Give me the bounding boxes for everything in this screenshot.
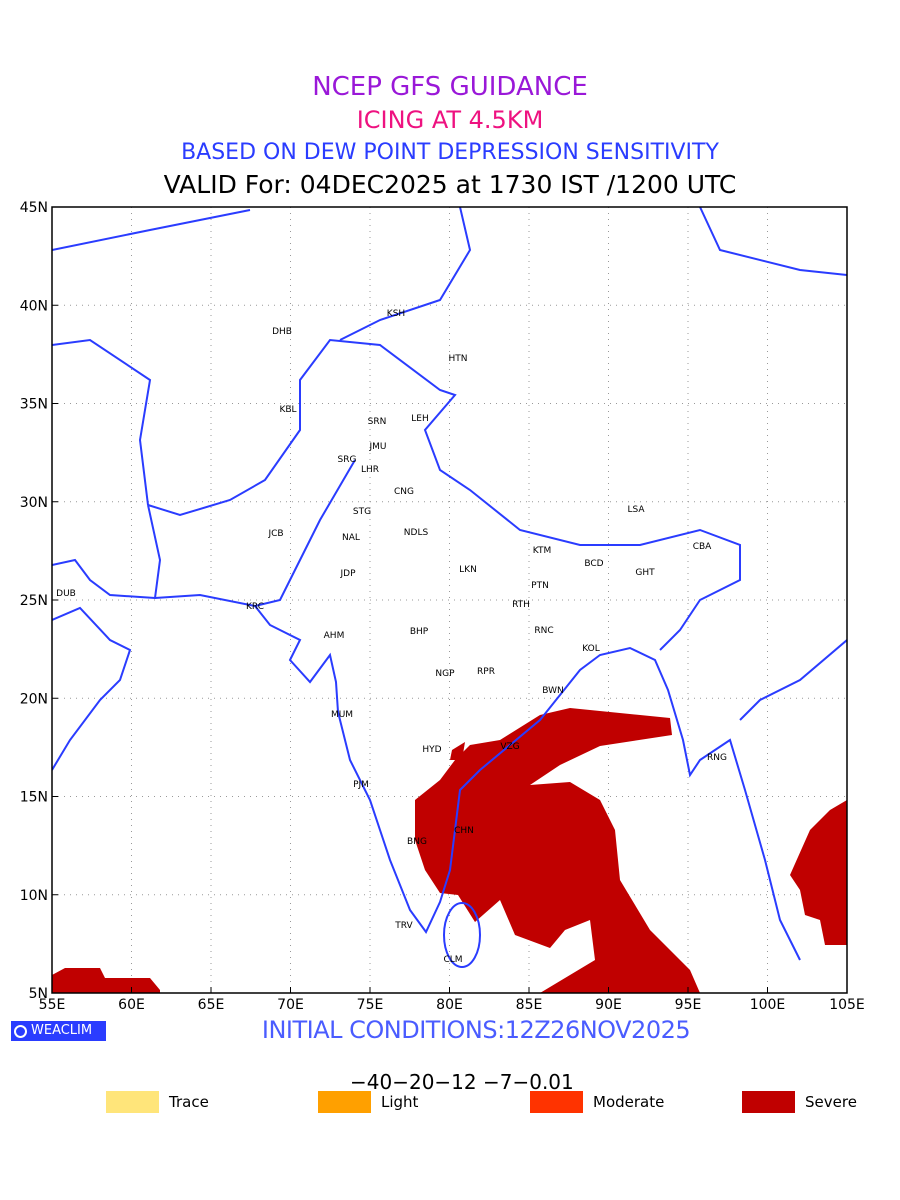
- lat-tick-label: 5N: [29, 986, 48, 1002]
- legend-swatch: [742, 1091, 795, 1113]
- station-label-kbl: KBL: [279, 405, 296, 415]
- station-label-hyd: HYD: [422, 745, 441, 755]
- lat-tick-label: 10N: [20, 888, 48, 904]
- lat-tick-label: 25N: [20, 593, 48, 609]
- logo-icon: [14, 1024, 27, 1038]
- lon-tick-label: 90E: [595, 997, 622, 1010]
- severe-icing-sw-strip: [52, 968, 160, 993]
- station-label-nal: NAL: [342, 533, 360, 543]
- station-label-bng: BNG: [407, 837, 427, 847]
- severe-icing-east: [790, 800, 847, 945]
- station-label-krc: KRC: [246, 602, 264, 612]
- station-label-ndls: NDLS: [404, 528, 429, 538]
- lon-tick-label: 60E: [118, 997, 145, 1010]
- initial-conditions: INITIAL CONDITIONS:12Z26NOV2025: [261, 1016, 691, 1044]
- colorbar-labels: −40−20−12 −7−0.01: [350, 1070, 574, 1094]
- station-label-chn: CHN: [454, 826, 474, 836]
- logo-text: WEACLIM: [31, 1023, 93, 1038]
- chart-subtitle: ICING AT 4.5KM: [356, 106, 544, 134]
- legend-label: Moderate: [593, 1093, 665, 1111]
- lon-tick-label: 105E: [829, 997, 865, 1010]
- weaclim-logo: WEACLIM: [11, 1021, 106, 1041]
- station-label-lsa: LSA: [627, 505, 645, 515]
- station-label-ktm: KTM: [533, 546, 551, 556]
- station-label-jcb: JCB: [267, 529, 283, 539]
- lon-tick-label: 70E: [277, 997, 304, 1010]
- station-label-cba: CBA: [693, 542, 712, 552]
- station-label-htn: HTN: [449, 354, 468, 364]
- station-label-bwn: BWN: [542, 686, 564, 696]
- station-label-ahm: AHM: [324, 631, 345, 641]
- station-label-srn: SRN: [368, 417, 387, 427]
- station-label-lhr: LHR: [361, 465, 379, 475]
- station-label-ngp: NGP: [435, 669, 455, 679]
- lon-tick-label: 95E: [675, 997, 702, 1010]
- lon-tick-label: 100E: [750, 997, 786, 1010]
- station-label-jdp: JDP: [339, 569, 356, 579]
- station-label-rnc: RNC: [534, 626, 553, 636]
- station-label-mum: MUM: [331, 710, 353, 720]
- lon-tick-label: 85E: [516, 997, 543, 1010]
- lon-tick-label: 65E: [198, 997, 225, 1010]
- station-label-bcd: BCD: [584, 559, 603, 569]
- legend-label: Trace: [169, 1093, 209, 1111]
- station-label-bhp: BHP: [410, 627, 429, 637]
- icing-map: 55E 60E 65E 70E 75E 80E 85E 90E 95E 100E 105E 45N 40…: [20, 200, 865, 1010]
- station-label-dhb: DHB: [272, 327, 292, 337]
- station-label-jmu: JMU: [368, 442, 386, 452]
- station-label-srg: SRG: [338, 455, 357, 465]
- lat-tick-label: 30N: [20, 495, 48, 511]
- station-label-lkn: LKN: [459, 565, 477, 575]
- severe-icing-areas: [52, 708, 847, 993]
- severe-icing-hyd: [450, 742, 465, 760]
- legend-label: Light: [381, 1093, 419, 1111]
- axis-ticks: 55E 60E 65E 70E 75E 80E 85E 90E 95E 100E 105E 45N 40…: [20, 200, 865, 1010]
- legend-swatch: [318, 1091, 371, 1113]
- station-label-cng: CNG: [394, 487, 414, 497]
- legend-swatch: [106, 1091, 159, 1113]
- station-label-rng: RNG: [707, 753, 727, 763]
- legend-label: Severe: [805, 1093, 857, 1111]
- station-label-ksh: KSH: [387, 309, 405, 319]
- station-label-clm: CLM: [443, 955, 462, 965]
- station-label-rpr: RPR: [477, 667, 495, 677]
- station-label-kol: KOL: [582, 644, 600, 654]
- station-label-stg: STG: [353, 507, 371, 517]
- station-label-ptn: PTN: [531, 581, 549, 591]
- lon-tick-label: 80E: [436, 997, 463, 1010]
- station-label-trv: TRV: [394, 921, 413, 931]
- method-note: BASED ON DEW POINT DEPRESSION SENSITIVIT…: [181, 140, 719, 165]
- severe-icing-bay-of-bengal: [415, 708, 700, 993]
- coastlines-borders: [52, 207, 847, 968]
- station-label-dub: DUB: [56, 589, 76, 599]
- station-labels: KSH DHB HTN KBL SRN LEH JMU SRG LHR CNG STG NDLS JCB…: [56, 309, 727, 965]
- lat-tick-label: 20N: [20, 691, 48, 707]
- station-label-leh: LEH: [411, 414, 428, 424]
- chart-title: NCEP GFS GUIDANCE: [312, 72, 588, 102]
- legend-swatch: [530, 1091, 583, 1113]
- valid-time: VALID For: 04DEC2025 at 1730 IST /1200 U…: [163, 170, 737, 199]
- lat-tick-label: 40N: [20, 298, 48, 314]
- station-label-ght: GHT: [635, 568, 655, 578]
- lon-tick-label: 75E: [357, 997, 384, 1010]
- station-label-vzg: VZG: [500, 742, 519, 752]
- lat-tick-label: 15N: [20, 790, 48, 806]
- station-label-pjm: PJM: [353, 780, 369, 790]
- lon-tick-label: 55E: [39, 997, 66, 1010]
- lat-tick-label: 35N: [20, 397, 48, 413]
- lat-tick-label: 45N: [20, 200, 48, 216]
- station-label-rth: RTH: [512, 600, 530, 610]
